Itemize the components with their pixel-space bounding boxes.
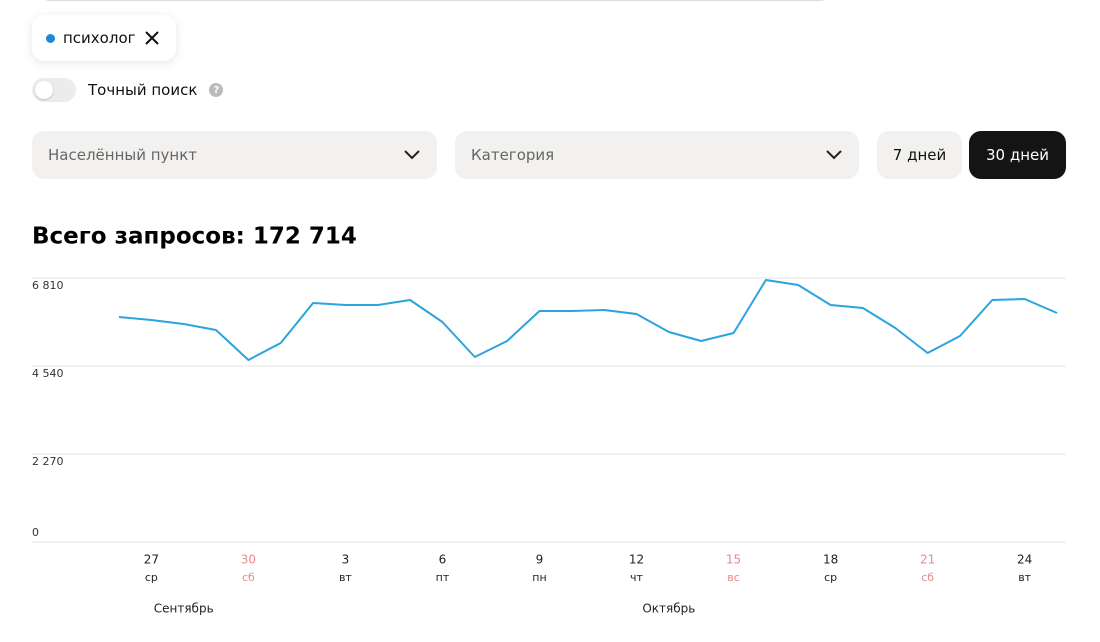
x-weekday-label: пт: [436, 571, 450, 584]
filter-chip: психолог: [32, 15, 176, 61]
x-weekday-label: вт: [339, 571, 352, 584]
chip-remove[interactable]: [144, 30, 160, 46]
x-tick-label: 6: [439, 553, 447, 567]
y-tick-label: 4 540: [32, 367, 64, 380]
exact-search: Точный поиск ?: [32, 78, 224, 102]
x-tick-label: 15: [726, 553, 741, 567]
select-label: Категория: [471, 146, 555, 164]
city-select[interactable]: Населённый пункт: [32, 131, 437, 179]
x-tick-label: 21: [920, 553, 935, 567]
y-tick-label: 0: [32, 526, 39, 539]
chart-title: Всего запросов: 172 714: [32, 224, 357, 250]
period-button[interactable]: 30 дней: [969, 131, 1066, 179]
chevron: [826, 150, 842, 160]
x-tick-label: 9: [536, 553, 544, 567]
x-weekday-label: пн: [532, 571, 546, 584]
chip-label: психолог: [63, 29, 136, 47]
y-tick-label: 6 810: [32, 279, 64, 292]
toggle[interactable]: [32, 78, 76, 102]
y-tick-label: 2 270: [32, 455, 64, 468]
x-weekday-label: ср: [145, 571, 158, 584]
x-tick-label: 27: [144, 553, 159, 567]
month-label: Сентябрь: [154, 602, 214, 616]
month-label: Октябрь: [642, 602, 695, 616]
chart: Всего запросов: 172 714 0 2 270 4 540 6 810…: [32, 224, 1066, 616]
x-weekday-label: чт: [630, 571, 643, 584]
x-tick-label: 3: [342, 553, 350, 567]
x-tick-label: 24: [1017, 553, 1032, 567]
select-label: Населённый пункт: [48, 146, 198, 164]
chip-dot: [46, 33, 55, 43]
category-select[interactable]: Категория: [455, 131, 859, 179]
data-line: [118, 279, 1058, 361]
x-tick-label: 18: [823, 553, 838, 567]
x-weekday-label: сб: [921, 571, 934, 584]
toggle-label: Точный поиск: [88, 81, 198, 99]
x-tick-label: 30: [241, 553, 256, 567]
search-input[interactable]: [40, 0, 830, 1]
x-weekday-label: вт: [1018, 571, 1031, 584]
chevron: [404, 150, 420, 160]
help-icon[interactable]: ?: [209, 83, 224, 97]
x-tick-label: 12: [629, 553, 644, 567]
x-weekday-label: сб: [242, 571, 255, 584]
x-weekday-label: вс: [727, 571, 740, 584]
x-weekday-label: ср: [824, 571, 837, 584]
period-button[interactable]: 7 дней: [877, 131, 962, 179]
